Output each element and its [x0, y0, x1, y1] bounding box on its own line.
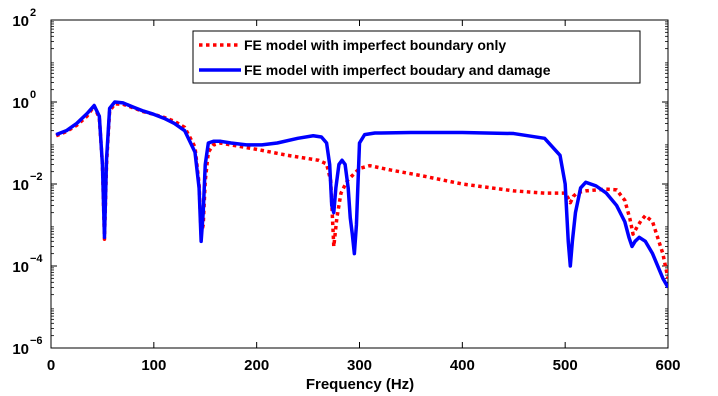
y-tick-label: 10 −4: [12, 253, 43, 276]
y-tick-label: 10 −6: [12, 335, 42, 358]
x-tick-label: 500: [553, 357, 578, 374]
x-tick-label: 600: [655, 357, 680, 374]
series-lines: [55, 100, 668, 289]
y-tick-base: 10: [12, 259, 29, 276]
x-tick-label: 400: [450, 357, 475, 374]
y-tick-exponent: −4: [30, 253, 43, 265]
y-tick-exponent: −6: [30, 335, 43, 347]
y-tick-label: 10 2: [12, 7, 36, 30]
y-tick-exponent: −2: [30, 171, 43, 183]
legend: FE model with imperfect boundary only FE…: [192, 30, 641, 84]
x-tick-label: 100: [141, 357, 166, 374]
legend-box: [192, 30, 641, 84]
y-tick-exponent: 2: [30, 7, 36, 19]
legend-label-imperfect-boundary-damage: FE model with imperfect boudary and dama…: [244, 62, 551, 78]
legend-label-imperfect-boundary: FE model with imperfect boundary only: [244, 37, 506, 53]
y-tick-exponent: 0: [30, 89, 36, 101]
y-tick-base: 10: [12, 13, 29, 30]
y-tick-base: 10: [12, 95, 29, 112]
y-tick-label: 10 0: [12, 89, 36, 112]
x-tick-label: 300: [347, 357, 372, 374]
y-tick-label: 10 −2: [12, 171, 42, 194]
x-axis-label: Frequency (Hz): [306, 376, 414, 393]
y-tick-base: 10: [12, 341, 29, 358]
series-line-imperfect-boundary-damage: [55, 100, 668, 289]
x-tick-label: 200: [244, 357, 269, 374]
y-tick-base: 10: [12, 177, 29, 194]
x-tick-label: 0: [47, 357, 55, 374]
